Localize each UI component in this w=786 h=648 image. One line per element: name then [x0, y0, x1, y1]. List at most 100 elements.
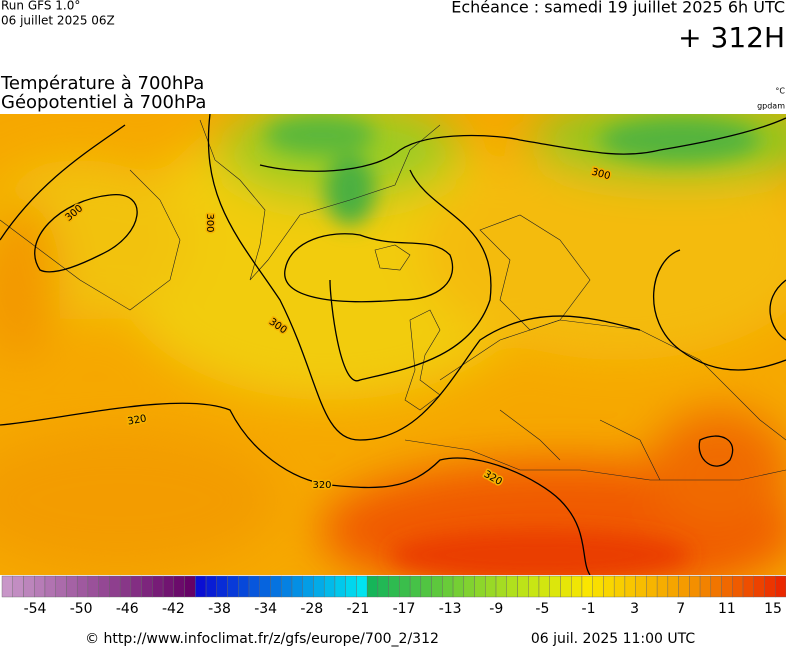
colorbar-cell: [281, 575, 293, 598]
contour-label: 300: [204, 213, 215, 232]
colorbar-label: 15: [764, 601, 782, 617]
colorbar-cell: [55, 575, 67, 598]
colorbar-cell: [377, 575, 389, 598]
run-label: Run GFS 1.0°: [1, 0, 80, 13]
colorbar-cell: [581, 575, 593, 598]
colorbar-cell: [506, 575, 518, 598]
colorbar-label: 3: [630, 601, 639, 617]
colorbar-cell: [248, 575, 260, 598]
colorbar-cell: [742, 575, 754, 598]
colorbar-cell: [388, 575, 400, 598]
colorbar-label: -21: [346, 601, 369, 617]
colorbar-cell: [216, 575, 228, 598]
colorbar-label: -38: [208, 601, 231, 617]
colorbar-cell: [23, 575, 35, 598]
run-date: 06 juillet 2025 06Z: [1, 14, 115, 28]
title-geopotential: Géopotentiel à 700hPa: [1, 92, 206, 113]
colorbar-cell: [517, 575, 529, 598]
colorbar-cell: [452, 575, 465, 598]
colorbar-cell: [184, 575, 196, 598]
colorbar-cell: [656, 575, 669, 598]
colorbar-cell: [205, 575, 217, 598]
colorbar-cell: [366, 575, 379, 598]
colorbar-cell: [356, 575, 368, 598]
colorbar-cell: [775, 575, 786, 598]
colorbar-label: -1: [582, 601, 596, 617]
colorbar-cell: [323, 575, 336, 598]
colorbar-cell: [678, 575, 690, 598]
colorbar-label: -13: [439, 601, 462, 617]
colorbar-label: -17: [393, 601, 416, 617]
colorbar-cell: [399, 575, 411, 598]
echeance: Echéance : samedi 19 juillet 2025 6h UTC: [451, 0, 785, 17]
colorbar-label: -42: [162, 601, 185, 617]
colorbar-cell: [238, 575, 250, 598]
colorbar-cell: [732, 575, 744, 598]
colorbar-cell: [302, 575, 314, 598]
colorbar-cell: [474, 575, 486, 598]
colorbar-cell: [528, 575, 540, 598]
colorbar-cell: [571, 575, 583, 598]
contour-label: 320: [127, 413, 148, 427]
colorbar-cell: [721, 575, 733, 598]
colorbar-cell: [313, 575, 325, 598]
colorbar-cell: [227, 575, 239, 598]
colorbar-cell: [152, 575, 164, 598]
colorbar-cell: [689, 575, 701, 598]
colorbar-cell: [1, 575, 13, 598]
colorbar-label: -9: [489, 601, 503, 617]
colorbar-cell: [592, 575, 604, 598]
colorbar-cell: [538, 575, 550, 598]
colorbar-cell: [495, 575, 507, 598]
contour-label: 320: [312, 480, 331, 491]
colorbar-label: -46: [116, 601, 139, 617]
colorbar-cell: [667, 575, 679, 598]
colorbar-cell: [560, 575, 572, 598]
update-time: 06 juil. 2025 11:00 UTC: [531, 631, 696, 647]
colorbar-label: -34: [254, 601, 277, 617]
colorbar-cell: [119, 575, 132, 598]
colorbar-cell: [409, 575, 422, 598]
colorbar-cell: [463, 575, 475, 598]
colorbar-cell: [162, 575, 175, 598]
colorbar-cell: [345, 575, 357, 598]
colorbar-cell: [259, 575, 271, 598]
colorbar-cell: [613, 575, 626, 598]
lead-time: + 312H: [678, 21, 785, 54]
colorbar-label: 7: [676, 601, 685, 617]
colorbar-cell: [270, 575, 282, 598]
colorbar-cell: [130, 575, 142, 598]
colorbar-cell: [603, 575, 615, 598]
colorbar-cell: [141, 575, 153, 598]
colorbar-cell: [12, 575, 24, 598]
colorbar-cell: [431, 575, 443, 598]
colorbar-label: -54: [24, 601, 47, 617]
colorbar: -54 -50 -46 -42 -38 -34 -28 -21 -17 -13 -9 -5 -1 3 7 11…: [1, 575, 786, 617]
unit-geopotential: gpdam: [757, 102, 785, 111]
colorbar-cell: [195, 575, 207, 598]
colorbar-cell: [710, 575, 722, 598]
colorbar-cell: [98, 575, 110, 598]
colorbar-cell: [635, 575, 647, 598]
colorbar-cell: [334, 575, 346, 598]
colorbar-cell: [753, 575, 765, 598]
colorbar-cell: [109, 575, 121, 598]
title-temperature: Température à 700hPa: [0, 73, 204, 94]
colorbar-cell: [291, 575, 303, 598]
colorbar-label: -28: [300, 601, 323, 617]
colorbar-cell: [442, 575, 454, 598]
colorbar-cell: [173, 575, 185, 598]
colorbar-label: 11: [718, 601, 736, 617]
colorbar-cell: [646, 575, 658, 598]
colorbar-cell: [420, 575, 432, 598]
colorbar-cell: [76, 575, 89, 598]
colorbar-cell: [485, 575, 497, 598]
colorbar-cell: [34, 575, 46, 598]
colorbar-cell: [699, 575, 712, 598]
colorbar-cell: [66, 575, 78, 598]
colorbar-cell: [764, 575, 776, 598]
source-link: © http://www.infoclimat.fr/z/gfs/europe/…: [85, 631, 439, 647]
colorbar-cell: [624, 575, 636, 598]
